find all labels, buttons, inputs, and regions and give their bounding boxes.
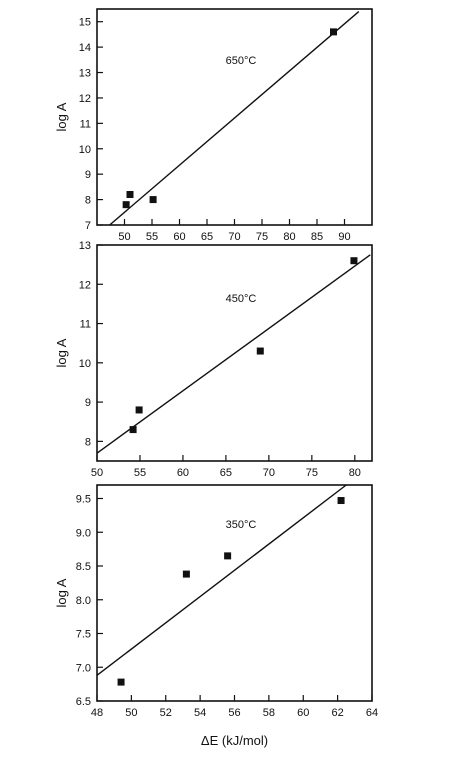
plot-frame	[96, 8, 373, 226]
y-tick-label: 9.5	[76, 494, 91, 506]
y-tick-label: 10	[79, 144, 91, 156]
y-tick-label: 8.0	[76, 595, 91, 607]
y-tick-label: 11	[80, 319, 91, 331]
y-tick-label: 9.0	[76, 527, 91, 539]
temperature-annotation: 650°C	[226, 55, 257, 67]
x-tick-label: 56	[228, 707, 240, 719]
x-tick-label: 65	[201, 231, 213, 243]
x-tick-label: 90	[338, 231, 350, 243]
temperature-annotation: 450°C	[226, 293, 257, 305]
fit-line	[96, 254, 371, 454]
x-tick-label: 70	[228, 231, 240, 243]
data-point	[135, 406, 143, 414]
fit-line	[96, 484, 347, 676]
x-tick-label: 50	[125, 707, 137, 719]
plot-frame	[96, 484, 373, 702]
chart-panel-1: 50 55 60 65 70 75 80 85 90 7 8 9 10 11 12 13 14 15 log A 65…	[54, 8, 373, 243]
y-tick-label: 7	[85, 220, 91, 232]
plot-frame	[96, 244, 373, 462]
x-tick-label: 55	[134, 467, 146, 479]
y-tick-label: 14	[79, 42, 91, 54]
x-tick-label: 54	[194, 707, 206, 719]
y-tick-label: 8	[85, 195, 91, 207]
y-tick-label: 13	[79, 68, 91, 80]
y-axis-label: log A	[54, 578, 69, 607]
x-axis-label: ΔE (kJ/mol)	[201, 733, 268, 748]
y-tick-label: 10	[79, 358, 91, 370]
x-tick-label: 50	[118, 231, 130, 243]
x-tick-label: 48	[91, 707, 103, 719]
x-tick-label: 80	[283, 231, 295, 243]
x-tick-label: 62	[332, 707, 344, 719]
data-point	[129, 426, 137, 434]
fit-line	[109, 11, 360, 226]
y-axis-label: log A	[54, 338, 69, 367]
x-tick-label: 75	[306, 467, 318, 479]
data-point	[182, 570, 190, 578]
y-tick-label: 8.5	[76, 561, 91, 573]
data-point	[224, 552, 232, 560]
data-point	[350, 257, 358, 265]
data-point	[149, 196, 157, 204]
y-tick-label: 12	[79, 93, 91, 105]
data-point	[337, 497, 345, 505]
x-tick-label: 55	[146, 231, 158, 243]
y-tick-label: 12	[79, 279, 91, 291]
chart-panel-3: 48 50 52 54 56 58 60 62 64 6.5 7.0 7.5 8.0 8.5 9.0 9.5 l…	[54, 484, 378, 748]
x-tick-label: 65	[220, 467, 232, 479]
data-point	[330, 28, 337, 36]
y-tick-label: 15	[79, 17, 91, 29]
x-tick-label: 70	[263, 467, 275, 479]
y-axis-label: log A	[54, 102, 69, 131]
x-tick-label: 52	[160, 707, 172, 719]
y-tick-label: 7.0	[76, 662, 91, 674]
y-tick-label: 6.5	[76, 696, 91, 708]
data-point	[256, 347, 264, 355]
y-tick-label: 13	[79, 240, 91, 252]
x-tick-label: 80	[349, 467, 361, 479]
data-point	[117, 678, 125, 686]
x-tick-label: 50	[91, 467, 103, 479]
x-tick-label: 85	[311, 231, 323, 243]
x-tick-label: 60	[173, 231, 185, 243]
x-tick-label: 60	[297, 707, 309, 719]
data-point	[122, 201, 130, 209]
x-tick-label: 64	[366, 707, 378, 719]
x-tick-label: 58	[263, 707, 275, 719]
temperature-annotation: 350°C	[226, 519, 257, 531]
y-tick-label: 9	[85, 169, 91, 181]
y-tick-label: 8	[85, 436, 91, 448]
data-point	[126, 191, 134, 199]
y-tick-label: 9	[85, 397, 91, 409]
x-tick-label: 75	[256, 231, 268, 243]
y-tick-label: 11	[80, 118, 91, 130]
x-tick-label: 60	[177, 467, 189, 479]
chart-panel-2: 50 55 60 65 70 75 80 8 9 10 11 12 13 log A 450°C	[54, 240, 373, 479]
y-tick-label: 7.5	[76, 629, 91, 641]
